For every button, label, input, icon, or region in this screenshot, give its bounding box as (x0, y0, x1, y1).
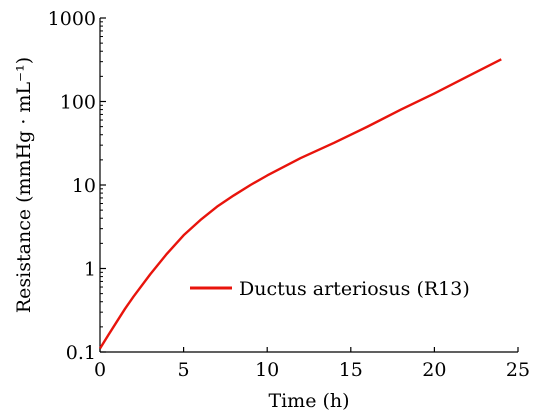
legend: Ductus arteriosus (R13) (190, 278, 470, 300)
legend-label: Ductus arteriosus (R13) (239, 278, 470, 300)
y-tick-label: 0.1 (66, 342, 96, 364)
y-axis-label: Resistance (mmHg · mL⁻¹) (13, 57, 35, 313)
axes (99, 18, 518, 353)
series-line (98, 58, 502, 350)
y-tick-label: 1 (84, 259, 96, 281)
x-tick-label: 0 (94, 359, 106, 381)
y-tick-label: 1000 (48, 8, 96, 30)
y-tick-label: 100 (60, 92, 96, 114)
x-ticks: 0 5 10 15 20 25 (94, 347, 530, 381)
series-group (98, 58, 502, 350)
y-ticks: 0.1 1 10 100 1000 (48, 8, 106, 364)
x-axis-label: Time (h) (268, 390, 349, 412)
x-tick-label: 25 (506, 359, 530, 381)
y-tick-label: 10 (72, 175, 96, 197)
x-tick-label: 10 (255, 359, 279, 381)
x-tick-label: 15 (339, 359, 363, 381)
x-tick-label: 20 (422, 359, 446, 381)
x-tick-label: 5 (178, 359, 190, 381)
